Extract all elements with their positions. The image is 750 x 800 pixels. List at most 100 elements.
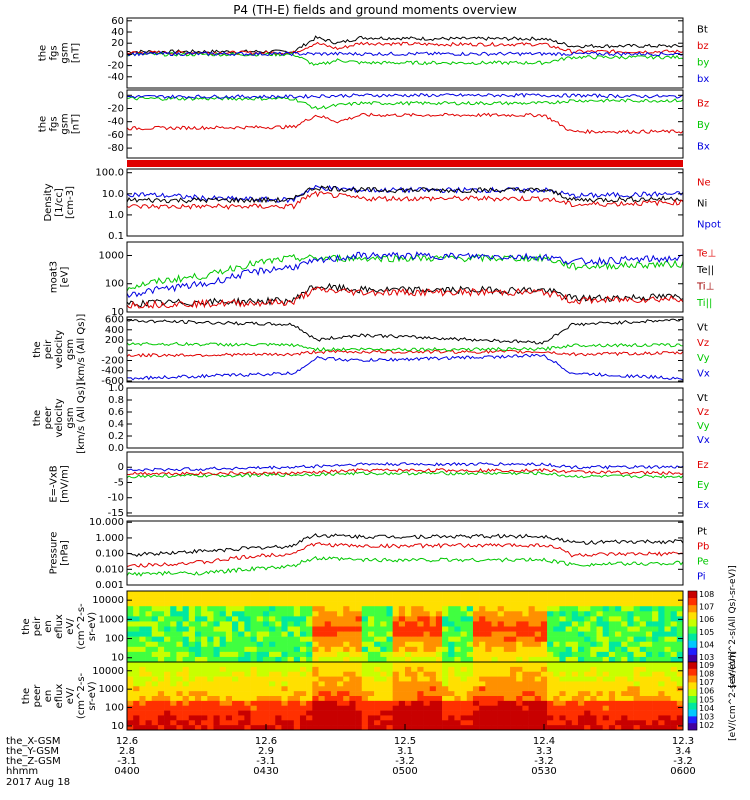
spectrogram-cell	[621, 681, 628, 687]
spectrogram-cell	[639, 656, 647, 663]
spectrogram-cell	[621, 606, 628, 612]
spectrogram-cell	[299, 676, 307, 682]
spectrogram-cell	[565, 720, 573, 726]
spectrogram-cell	[225, 686, 233, 692]
spectrogram-cell	[275, 601, 282, 607]
spectrogram-cell	[256, 636, 264, 643]
spectrogram-cell	[479, 591, 486, 597]
spectrogram-cell	[534, 606, 542, 612]
spectrogram-cell	[639, 626, 647, 632]
spectrogram-cell	[201, 681, 208, 687]
colorbar-tick-label: 106	[699, 687, 714, 696]
spectrogram-cell	[460, 631, 468, 637]
spectrogram-cell	[293, 596, 301, 602]
spectrogram-cell	[633, 616, 641, 622]
spectrogram-cell	[485, 596, 492, 602]
spectrogram-cell	[534, 636, 542, 643]
spectrogram-cell	[324, 666, 332, 673]
spectrogram-cell	[306, 720, 313, 726]
spectrogram-cell	[324, 596, 332, 602]
spectrogram-cell	[510, 611, 517, 617]
spectrogram-cell	[392, 671, 400, 677]
legend-entry: Ti||	[696, 298, 712, 309]
spectrogram-cell	[374, 681, 381, 687]
spectrogram-cell	[262, 691, 270, 697]
spectrogram-cell	[164, 662, 171, 668]
spectrogram-cell	[503, 611, 511, 617]
spectrogram-cell	[225, 671, 233, 677]
spectrogram-cell	[405, 606, 412, 612]
spectrogram-cell	[194, 671, 202, 677]
spectrogram-cell	[207, 715, 214, 721]
spectrogram-cell	[293, 606, 301, 612]
spectrogram-cell	[275, 666, 282, 673]
spectrogram-cell	[232, 666, 239, 673]
spectrogram-cell	[318, 641, 325, 648]
spectrogram-cell	[429, 596, 437, 602]
spectrogram-cell	[269, 646, 276, 653]
spectrogram-cell	[244, 621, 251, 627]
spectrogram-cell	[392, 611, 400, 617]
spectrogram-cell	[324, 725, 332, 731]
spectrogram-cell	[479, 631, 486, 637]
spectrogram-cell	[182, 681, 190, 687]
spectrogram-cell	[262, 720, 270, 726]
spectrogram-cell	[435, 631, 443, 637]
y-axis-label: the	[21, 688, 32, 704]
spectrogram-cell	[349, 666, 356, 673]
legend-entry: Vz	[697, 338, 709, 349]
spectrogram-cell	[312, 611, 319, 617]
spectrogram-cell	[516, 656, 523, 663]
spectrogram-cell	[466, 591, 474, 597]
spectrogram-cell	[182, 596, 190, 602]
spectrogram-cell	[349, 691, 356, 697]
spectrogram-cell	[219, 606, 227, 612]
spectrogram-cell	[466, 725, 474, 731]
spectrogram-cell	[355, 621, 363, 627]
spectrogram-cell	[491, 656, 498, 663]
spectrogram-cell	[652, 621, 659, 627]
spectrogram-cell	[670, 676, 678, 682]
spectrogram-cell	[182, 715, 190, 721]
spectrogram-cell	[664, 646, 671, 653]
series-Npot	[126, 184, 684, 204]
spectrogram-cell	[374, 676, 381, 682]
spectrogram-cell	[577, 686, 585, 692]
spectrogram-cell	[182, 646, 190, 653]
spectrogram-cell	[540, 662, 548, 668]
spectrogram-cell	[188, 631, 196, 637]
spectrogram-cell	[312, 616, 319, 622]
spectrogram-cell	[157, 601, 165, 607]
spectrogram-cell	[219, 705, 227, 711]
spectrogram-cell	[145, 636, 153, 643]
spectrogram-cell	[547, 676, 554, 682]
spectrogram-cell	[516, 606, 523, 612]
y-axis-label: [eV]	[60, 267, 71, 288]
spectrogram-cell	[287, 651, 295, 658]
spectrogram-cell	[367, 662, 375, 668]
spectrogram-cell	[423, 601, 431, 607]
spectrogram-cell	[349, 671, 356, 677]
spectrogram-cell	[534, 621, 542, 627]
panel-frame	[126, 387, 684, 449]
spectrogram-cell	[262, 646, 270, 653]
spectrogram-cell	[293, 705, 301, 711]
spectrogram-cell	[466, 720, 474, 726]
spectrogram-cell	[510, 691, 517, 697]
spectrogram-cell	[602, 591, 610, 597]
spectrogram-cell	[460, 601, 468, 607]
spectrogram-cell	[454, 591, 461, 597]
spectrogram-cell	[429, 681, 437, 687]
spectrogram-cell	[182, 616, 190, 622]
spectrogram-cell	[386, 696, 393, 702]
spectrogram-cell	[374, 621, 381, 627]
spectrogram-cell	[559, 596, 566, 602]
spectrogram-cell	[472, 656, 480, 663]
spectrogram-cell	[479, 710, 486, 716]
spectrogram-cell	[522, 656, 529, 663]
spectrogram-cell	[330, 616, 338, 622]
spectrogram-cell	[405, 666, 412, 673]
spectrogram-cell	[497, 636, 505, 643]
spectrogram-cell	[238, 666, 245, 673]
spectrogram-cell	[547, 641, 554, 648]
